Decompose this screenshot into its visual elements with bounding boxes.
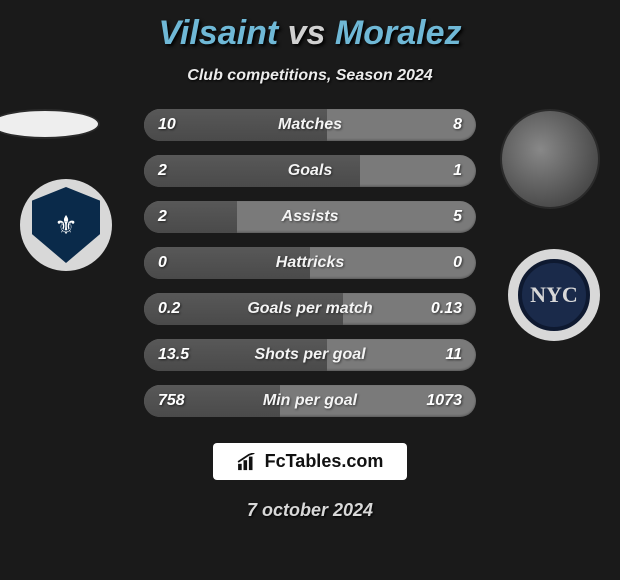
- stat-left-value: 0.2: [158, 300, 180, 318]
- stat-left-value: 10: [158, 116, 176, 134]
- stat-left-value: 13.5: [158, 346, 189, 364]
- branding-badge: FcTables.com: [213, 443, 408, 480]
- stat-label: Goals: [288, 162, 332, 180]
- stat-row: 0 Hattricks 0: [144, 247, 476, 279]
- stat-left-value: 2: [158, 162, 167, 180]
- date-text: 7 october 2024: [247, 500, 373, 521]
- stat-label: Min per goal: [263, 392, 357, 410]
- stat-right-value: 1: [453, 162, 462, 180]
- stat-left-value: 0: [158, 254, 167, 272]
- nyc-badge-icon: NYC: [518, 259, 590, 331]
- stat-row: 758 Min per goal 1073: [144, 385, 476, 417]
- left-column: ⚜: [20, 109, 140, 417]
- stat-right-value: 5: [453, 208, 462, 226]
- stat-row: 10 Matches 8: [144, 109, 476, 141]
- stat-row: 2 Goals 1: [144, 155, 476, 187]
- player1-name: Vilsaint: [159, 14, 279, 52]
- stat-right-value: 1073: [426, 392, 462, 410]
- stat-label: Hattricks: [276, 254, 344, 272]
- player2-photo: [500, 109, 600, 209]
- stat-row: 2 Assists 5: [144, 201, 476, 233]
- player1-photo: [0, 109, 100, 139]
- stat-label: Matches: [278, 116, 342, 134]
- stat-left-value: 758: [158, 392, 185, 410]
- stat-right-value: 8: [453, 116, 462, 134]
- stat-right-value: 0: [453, 254, 462, 272]
- branding-text: FcTables.com: [265, 451, 384, 472]
- stat-row: 13.5 Shots per goal 11: [144, 339, 476, 371]
- player2-club-logo: NYC: [508, 249, 600, 341]
- comparison-title: Vilsaint vs Moralez: [159, 14, 462, 53]
- stat-row: 0.2 Goals per match 0.13: [144, 293, 476, 325]
- subtitle: Club competitions, Season 2024: [187, 67, 432, 85]
- stat-right-value: 0.13: [431, 300, 462, 318]
- player2-name: Moralez: [335, 14, 462, 52]
- stats-table: 10 Matches 8 2 Goals 1 2 Assists 5 0 Hattricks 0 0.2…: [140, 109, 480, 417]
- stat-label: Assists: [282, 208, 339, 226]
- player1-club-logo: ⚜: [20, 179, 112, 271]
- chart-icon: [237, 453, 259, 471]
- stat-left-value: 2: [158, 208, 167, 226]
- right-column: NYC: [480, 109, 600, 417]
- stat-label: Goals per match: [247, 300, 372, 318]
- main-content: ⚜ 10Matches82Goals12Assists50Hattricks00…: [20, 109, 600, 417]
- stat-label: Shots per goal: [254, 346, 365, 364]
- stat-right-value: 11: [445, 346, 462, 364]
- vs-text: vs: [288, 14, 326, 52]
- montreal-badge-icon: ⚜: [32, 187, 100, 263]
